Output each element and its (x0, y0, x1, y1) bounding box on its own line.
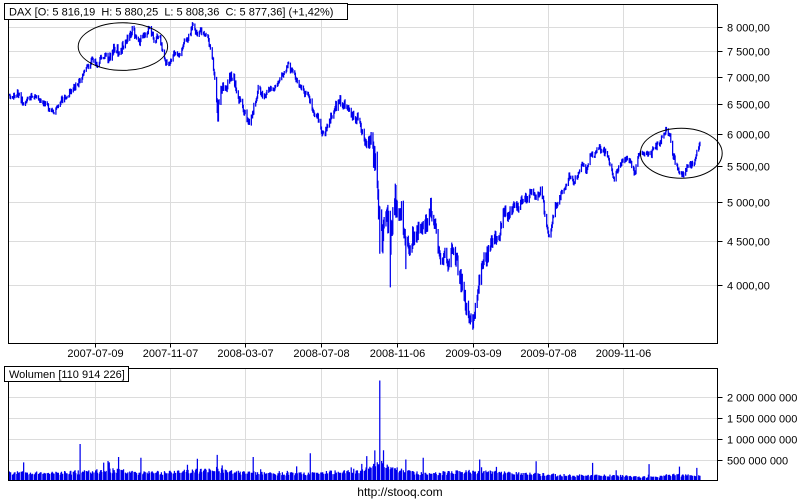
date-axis-tick-label: 2008-03-07 (217, 348, 273, 360)
volume-pane-border (8, 368, 718, 481)
date-axis-tick-label: 2009-03-09 (445, 348, 501, 360)
price-axis-tick-label: 8 000,00 (727, 23, 770, 35)
price-axis-tick-label: 7 500,00 (727, 47, 770, 59)
volume-axis-tick-label: 2 000 000 000 (727, 393, 797, 405)
volume-label: Wolumen [110 914 226] (9, 369, 125, 381)
price-axis-tick-label: 4 000,00 (727, 281, 770, 293)
date-axis-tick-label: 2009-11-06 (596, 348, 651, 360)
price-axis-tick-label: 6 000,00 (727, 130, 770, 142)
date-axis-tick-label: 2009-07-08 (520, 348, 576, 360)
annotation-ellipse-2 (639, 127, 723, 179)
price-pane-gridlines (8, 4, 718, 344)
date-axis-tick-label: 2008-07-08 (293, 348, 349, 360)
date-axis-tick-label: 2008-11-06 (370, 348, 425, 360)
price-ohlc-label: DAX [O: 5 816,19 H: 5 880,25 L: 5 808,36… (9, 7, 333, 19)
price-pane-border (8, 4, 718, 344)
price-label-frame (4, 3, 348, 20)
volume-bars (8, 380, 701, 480)
date-axis-tick-label: 2007-11-07 (143, 348, 198, 360)
price-axis-tick-label: 7 000,00 (727, 73, 770, 85)
volume-pane-gridlines (8, 368, 718, 481)
price-series (8, 22, 701, 330)
price-pane-label-box: DAX [O: 5 816,19 H: 5 880,25 L: 5 808,36… (4, 3, 348, 20)
volume-axis-tick-label: 500 000 000 (727, 456, 788, 468)
price-axis-tick-label: 4 500,00 (727, 237, 770, 249)
volume-label-frame (4, 366, 129, 382)
dax-price-line (8, 22, 701, 330)
price-axis-tick-label: 6 500,00 (727, 100, 770, 112)
volume-axis-tick-label: 1 500 000 000 (727, 414, 797, 426)
price-axis-tick-label: 5 500,00 (727, 162, 770, 174)
annotation-ellipses (77, 22, 723, 179)
price-axis-tick-label: 5 000,00 (727, 198, 770, 210)
volume-pane-label-box: Wolumen [110 914 226] (4, 366, 129, 382)
annotation-ellipse-1 (77, 22, 169, 71)
volume-axis-tick-label: 1 000 000 000 (727, 435, 797, 447)
volume-bar-series (8, 380, 701, 480)
axis-labels: 8 000,00 7 500,00 7 000,00 6 500,00 6 000,00… (67, 23, 797, 468)
footer-url: http://stooq.com (357, 485, 442, 499)
date-axis-tick-label: 2007-07-09 (67, 348, 123, 360)
